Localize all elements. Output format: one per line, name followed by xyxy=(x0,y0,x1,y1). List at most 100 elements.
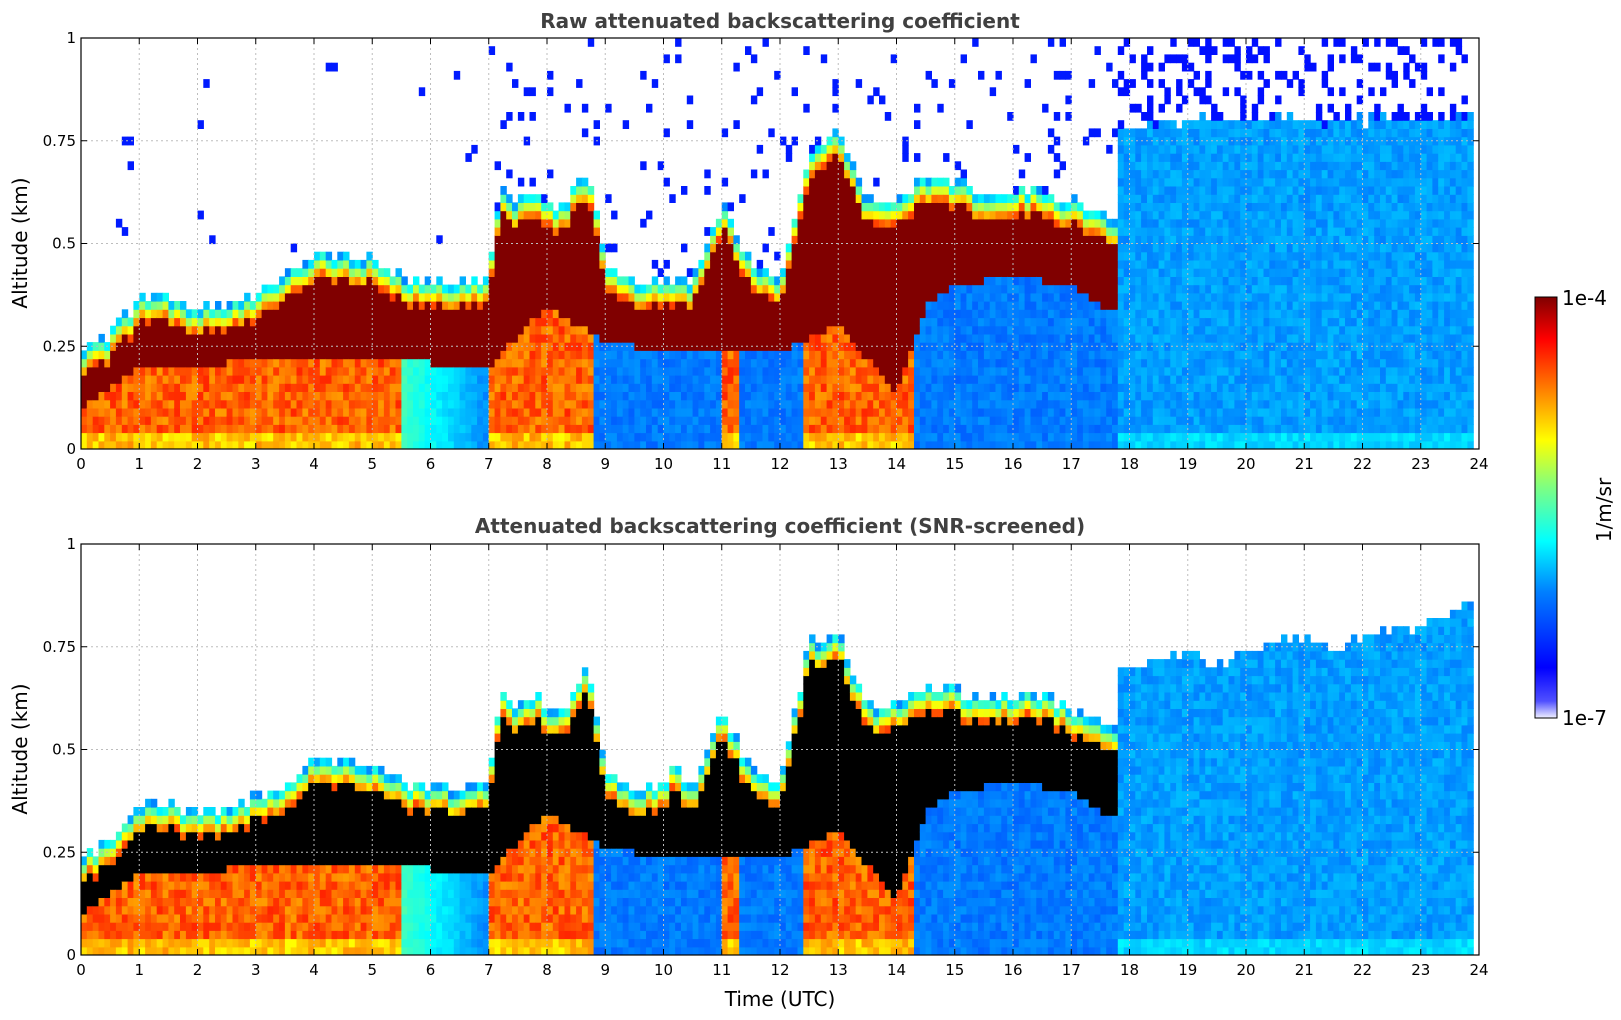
heatmap-cell xyxy=(121,342,129,351)
heatmap-cell xyxy=(383,375,391,384)
heatmap-cell xyxy=(960,366,967,376)
heatmap-cell xyxy=(1030,202,1037,212)
heatmap-cell xyxy=(1088,350,1096,360)
heatmap-cell xyxy=(331,350,338,360)
heatmap-cell xyxy=(331,342,338,351)
heatmap-cell xyxy=(948,301,956,310)
heatmap-cell xyxy=(494,424,501,434)
heatmap-cell xyxy=(564,301,571,310)
heatmap-cell xyxy=(733,407,740,417)
heatmap-cell xyxy=(395,268,402,277)
heatmap-cell xyxy=(1123,440,1131,449)
heatmap-cell xyxy=(448,284,455,294)
heatmap-cell xyxy=(640,350,647,360)
heatmap-cell xyxy=(308,383,315,392)
heatmap-cell xyxy=(465,333,472,343)
heatmap-cell xyxy=(92,432,100,442)
heatmap-cell xyxy=(1094,276,1101,286)
heatmap-cell xyxy=(599,391,606,401)
heatmap-cell xyxy=(954,333,962,343)
heatmap-cell xyxy=(523,407,531,417)
heatmap-cell xyxy=(238,407,245,417)
heatmap-cell xyxy=(348,301,356,310)
heatmap-cell xyxy=(442,416,449,425)
heatmap-cell xyxy=(954,301,962,310)
heatmap-cell xyxy=(879,227,886,236)
heatmap-cell xyxy=(914,194,921,203)
heatmap-cell xyxy=(541,325,548,335)
heatmap-cell xyxy=(226,333,233,343)
heatmap-cell xyxy=(570,366,577,376)
heatmap-cell xyxy=(954,375,962,384)
heatmap-cell xyxy=(98,350,105,360)
heatmap-cell xyxy=(803,325,810,335)
heatmap-cell xyxy=(814,136,822,146)
heatmap-cell xyxy=(92,399,100,409)
heatmap-cell xyxy=(296,391,303,401)
heatmap-cell xyxy=(529,210,536,220)
heatmap-cell xyxy=(1030,227,1037,236)
heatmap-cell xyxy=(768,276,775,286)
heatmap-cell xyxy=(98,333,105,343)
heatmap-cell xyxy=(395,276,402,286)
heatmap-cell xyxy=(337,383,344,392)
heatmap-cell xyxy=(855,186,863,195)
heatmap-cell xyxy=(1024,227,1031,236)
heatmap-cell xyxy=(651,375,659,384)
heatmap-cell xyxy=(861,416,868,425)
heatmap-cell xyxy=(791,259,798,269)
heatmap-cell xyxy=(861,243,868,253)
heatmap-cell xyxy=(354,301,362,310)
heatmap-cell xyxy=(174,424,181,434)
heatmap-cell xyxy=(727,383,734,392)
heatmap-cell xyxy=(156,407,164,417)
heatmap-cell xyxy=(442,383,449,392)
heatmap-cell xyxy=(681,333,688,343)
heatmap-cell xyxy=(966,317,973,327)
heatmap-cell xyxy=(523,333,531,343)
heatmap-cell xyxy=(156,366,164,376)
heatmap-cell xyxy=(884,210,892,220)
heatmap-cell xyxy=(809,243,816,253)
heatmap-cell xyxy=(197,325,204,335)
heatmap-cell xyxy=(115,358,123,368)
heatmap-cell xyxy=(442,424,449,434)
heatmap-cell xyxy=(1112,243,1119,253)
heatmap-cell xyxy=(581,301,589,310)
heatmap-cell xyxy=(255,342,263,351)
heatmap-cell xyxy=(698,383,705,392)
heatmap-cell xyxy=(1082,333,1090,343)
heatmap-cell xyxy=(378,375,385,384)
heatmap-cell xyxy=(220,358,228,368)
heatmap-cell xyxy=(494,301,501,310)
heatmap-cell xyxy=(657,268,665,277)
heatmap-cell xyxy=(1082,210,1090,220)
heatmap-cell xyxy=(599,366,606,376)
heatmap-cell xyxy=(581,235,589,245)
heatmap-cell xyxy=(983,407,991,417)
heatmap-cell xyxy=(1077,325,1084,335)
heatmap-cell xyxy=(220,375,228,384)
heatmap-cell xyxy=(389,375,397,384)
heatmap-cell xyxy=(628,391,635,401)
heatmap-cell xyxy=(1129,391,1136,401)
heatmap-cell xyxy=(366,309,373,319)
heatmap-cell xyxy=(1123,194,1131,203)
heatmap-cell xyxy=(512,350,519,360)
heatmap-cell xyxy=(523,292,531,302)
heatmap-cell xyxy=(1077,391,1084,401)
heatmap-cell xyxy=(750,358,758,368)
heatmap-cell xyxy=(413,325,420,335)
heatmap-cell xyxy=(879,366,886,376)
heatmap-cell xyxy=(576,251,583,261)
heatmap-cell xyxy=(500,391,507,401)
heatmap-cell xyxy=(989,350,997,360)
heatmap-column xyxy=(686,95,694,449)
heatmap-cell xyxy=(704,268,711,277)
heatmap-cell xyxy=(896,416,903,425)
heatmap-cell xyxy=(343,366,350,376)
heatmap-cell xyxy=(1094,407,1101,417)
heatmap-cell xyxy=(780,301,787,310)
heatmap-cell xyxy=(914,210,921,220)
heatmap-cell xyxy=(733,325,740,335)
